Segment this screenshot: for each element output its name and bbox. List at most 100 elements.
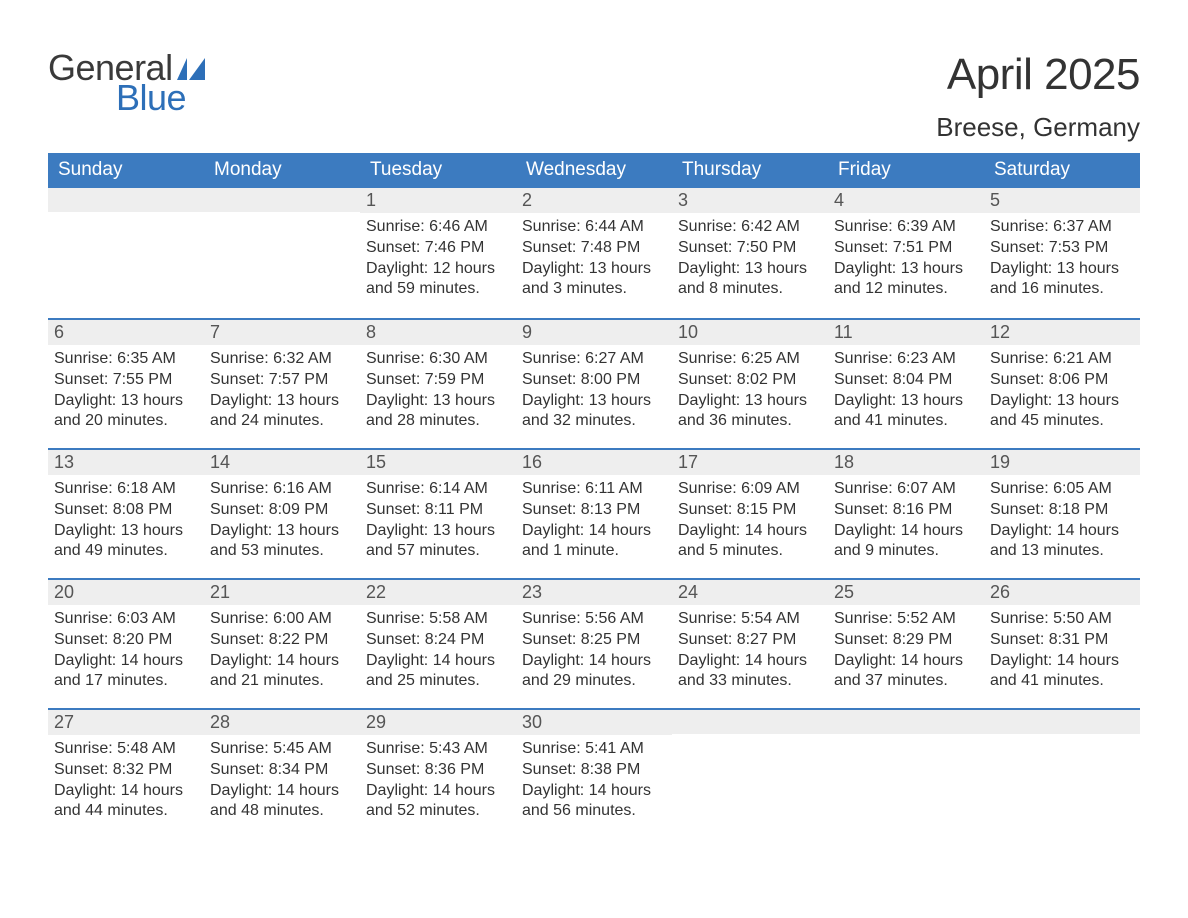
weeks-container: 1Sunrise: 6:46 AMSunset: 7:46 PMDaylight… bbox=[48, 188, 1140, 838]
calendar-cell: 12Sunrise: 6:21 AMSunset: 8:06 PMDayligh… bbox=[984, 320, 1140, 448]
day-number: 25 bbox=[828, 580, 984, 605]
sunrise-line: Sunrise: 6:37 AM bbox=[990, 217, 1134, 238]
daynum-row: 24 bbox=[672, 580, 828, 605]
sunset-line: Sunset: 8:06 PM bbox=[990, 370, 1134, 391]
daylight2-line: and 5 minutes. bbox=[678, 541, 822, 562]
daynum-row: 26 bbox=[984, 580, 1140, 605]
sunset-line: Sunset: 8:29 PM bbox=[834, 630, 978, 651]
sunrise-line: Sunrise: 6:32 AM bbox=[210, 349, 354, 370]
daylight2-line: and 37 minutes. bbox=[834, 671, 978, 692]
day-number: 30 bbox=[516, 710, 672, 735]
day-number: 16 bbox=[516, 450, 672, 475]
sunset-line: Sunset: 8:24 PM bbox=[366, 630, 510, 651]
title-block: April 2025 Breese, Germany bbox=[936, 50, 1140, 143]
daylight2-line: and 8 minutes. bbox=[678, 279, 822, 300]
calendar-cell: 17Sunrise: 6:09 AMSunset: 8:15 PMDayligh… bbox=[672, 450, 828, 578]
cell-body: Sunrise: 5:45 AMSunset: 8:34 PMDaylight:… bbox=[204, 735, 360, 828]
calendar-cell: 1Sunrise: 6:46 AMSunset: 7:46 PMDaylight… bbox=[360, 188, 516, 318]
cell-body: Sunrise: 6:07 AMSunset: 8:16 PMDaylight:… bbox=[828, 475, 984, 568]
daylight2-line: and 24 minutes. bbox=[210, 411, 354, 432]
sunrise-line: Sunrise: 5:52 AM bbox=[834, 609, 978, 630]
daynum-row: 5 bbox=[984, 188, 1140, 213]
cell-body: Sunrise: 5:43 AMSunset: 8:36 PMDaylight:… bbox=[360, 735, 516, 828]
cell-body: Sunrise: 6:46 AMSunset: 7:46 PMDaylight:… bbox=[360, 213, 516, 306]
day-header-tue: Tuesday bbox=[360, 153, 516, 188]
week-row: 6Sunrise: 6:35 AMSunset: 7:55 PMDaylight… bbox=[48, 318, 1140, 448]
calendar-cell: 28Sunrise: 5:45 AMSunset: 8:34 PMDayligh… bbox=[204, 710, 360, 838]
sunrise-line: Sunrise: 6:00 AM bbox=[210, 609, 354, 630]
sunset-line: Sunset: 8:25 PM bbox=[522, 630, 666, 651]
daylight2-line: and 56 minutes. bbox=[522, 801, 666, 822]
day-number: 13 bbox=[48, 450, 204, 475]
daylight1-line: Daylight: 13 hours bbox=[990, 259, 1134, 280]
cell-body: Sunrise: 5:58 AMSunset: 8:24 PMDaylight:… bbox=[360, 605, 516, 698]
daylight2-line: and 41 minutes. bbox=[834, 411, 978, 432]
daylight2-line: and 44 minutes. bbox=[54, 801, 198, 822]
sunset-line: Sunset: 7:59 PM bbox=[366, 370, 510, 391]
daylight2-line: and 1 minute. bbox=[522, 541, 666, 562]
daylight1-line: Daylight: 14 hours bbox=[522, 781, 666, 802]
day-header-row: Sunday Monday Tuesday Wednesday Thursday… bbox=[48, 153, 1140, 188]
day-number bbox=[672, 710, 828, 714]
calendar-cell: 4Sunrise: 6:39 AMSunset: 7:51 PMDaylight… bbox=[828, 188, 984, 318]
daynum-row: 15 bbox=[360, 450, 516, 475]
cell-body: Sunrise: 6:25 AMSunset: 8:02 PMDaylight:… bbox=[672, 345, 828, 438]
daylight1-line: Daylight: 13 hours bbox=[678, 391, 822, 412]
sunrise-line: Sunrise: 6:39 AM bbox=[834, 217, 978, 238]
day-number: 23 bbox=[516, 580, 672, 605]
daylight2-line: and 20 minutes. bbox=[54, 411, 198, 432]
daylight1-line: Daylight: 13 hours bbox=[210, 391, 354, 412]
sunset-line: Sunset: 8:15 PM bbox=[678, 500, 822, 521]
daynum-row bbox=[672, 710, 828, 734]
sunset-line: Sunset: 8:13 PM bbox=[522, 500, 666, 521]
week-row: 13Sunrise: 6:18 AMSunset: 8:08 PMDayligh… bbox=[48, 448, 1140, 578]
day-header-sat: Saturday bbox=[984, 153, 1140, 188]
daylight1-line: Daylight: 14 hours bbox=[834, 651, 978, 672]
daylight2-line: and 16 minutes. bbox=[990, 279, 1134, 300]
day-number: 17 bbox=[672, 450, 828, 475]
sunrise-line: Sunrise: 6:35 AM bbox=[54, 349, 198, 370]
sunset-line: Sunset: 8:00 PM bbox=[522, 370, 666, 391]
daylight2-line: and 48 minutes. bbox=[210, 801, 354, 822]
cell-body: Sunrise: 6:16 AMSunset: 8:09 PMDaylight:… bbox=[204, 475, 360, 568]
sunrise-line: Sunrise: 6:14 AM bbox=[366, 479, 510, 500]
daynum-row: 17 bbox=[672, 450, 828, 475]
daylight1-line: Daylight: 14 hours bbox=[54, 651, 198, 672]
sunset-line: Sunset: 8:20 PM bbox=[54, 630, 198, 651]
sunrise-line: Sunrise: 6:09 AM bbox=[678, 479, 822, 500]
day-number: 5 bbox=[984, 188, 1140, 213]
sunrise-line: Sunrise: 6:07 AM bbox=[834, 479, 978, 500]
daynum-row: 29 bbox=[360, 710, 516, 735]
sunset-line: Sunset: 8:02 PM bbox=[678, 370, 822, 391]
sunset-line: Sunset: 8:22 PM bbox=[210, 630, 354, 651]
daynum-row: 7 bbox=[204, 320, 360, 345]
day-number bbox=[828, 710, 984, 714]
cell-body: Sunrise: 6:42 AMSunset: 7:50 PMDaylight:… bbox=[672, 213, 828, 306]
header-row: General Blue April 2025 Breese, Germany bbox=[48, 50, 1140, 143]
calendar-cell bbox=[828, 710, 984, 838]
week-row: 27Sunrise: 5:48 AMSunset: 8:32 PMDayligh… bbox=[48, 708, 1140, 838]
daylight1-line: Daylight: 13 hours bbox=[834, 259, 978, 280]
cell-body: Sunrise: 6:39 AMSunset: 7:51 PMDaylight:… bbox=[828, 213, 984, 306]
day-number: 19 bbox=[984, 450, 1140, 475]
daylight1-line: Daylight: 14 hours bbox=[366, 651, 510, 672]
calendar-cell bbox=[672, 710, 828, 838]
calendar-cell: 30Sunrise: 5:41 AMSunset: 8:38 PMDayligh… bbox=[516, 710, 672, 838]
sunset-line: Sunset: 8:18 PM bbox=[990, 500, 1134, 521]
daylight1-line: Daylight: 14 hours bbox=[834, 521, 978, 542]
cell-body: Sunrise: 6:18 AMSunset: 8:08 PMDaylight:… bbox=[48, 475, 204, 568]
daylight2-line: and 57 minutes. bbox=[366, 541, 510, 562]
sunrise-line: Sunrise: 5:58 AM bbox=[366, 609, 510, 630]
sunrise-line: Sunrise: 6:23 AM bbox=[834, 349, 978, 370]
daynum-row: 3 bbox=[672, 188, 828, 213]
sunset-line: Sunset: 8:16 PM bbox=[834, 500, 978, 521]
sunrise-line: Sunrise: 6:05 AM bbox=[990, 479, 1134, 500]
cell-body: Sunrise: 6:27 AMSunset: 8:00 PMDaylight:… bbox=[516, 345, 672, 438]
calendar-cell: 23Sunrise: 5:56 AMSunset: 8:25 PMDayligh… bbox=[516, 580, 672, 708]
day-number: 22 bbox=[360, 580, 516, 605]
calendar-cell: 11Sunrise: 6:23 AMSunset: 8:04 PMDayligh… bbox=[828, 320, 984, 448]
daynum-row: 21 bbox=[204, 580, 360, 605]
cell-body: Sunrise: 6:32 AMSunset: 7:57 PMDaylight:… bbox=[204, 345, 360, 438]
cell-body: Sunrise: 5:48 AMSunset: 8:32 PMDaylight:… bbox=[48, 735, 204, 828]
daynum-row: 2 bbox=[516, 188, 672, 213]
